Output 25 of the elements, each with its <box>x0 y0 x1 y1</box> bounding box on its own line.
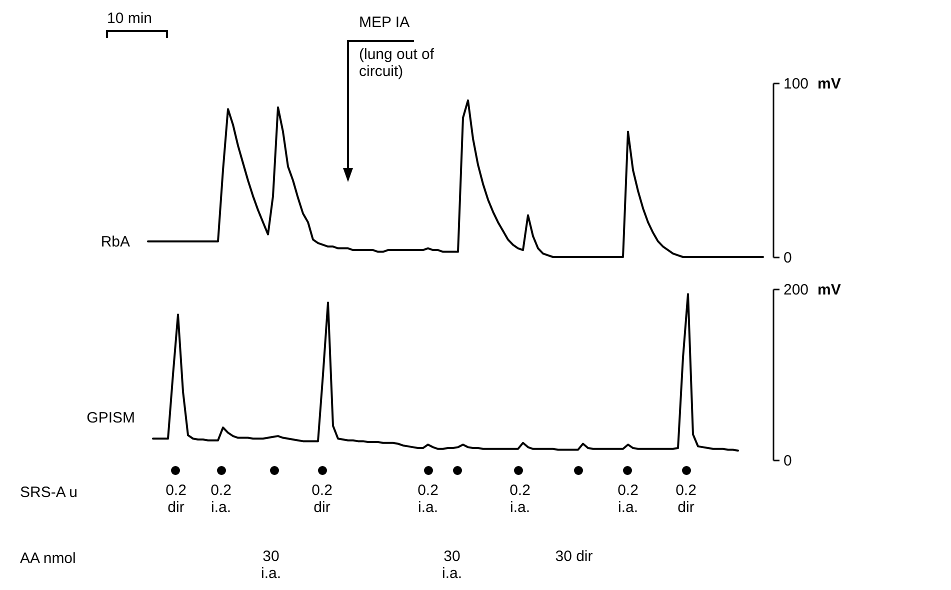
text: 0.2 dir <box>310 482 334 516</box>
text: SRS-A u <box>20 484 78 501</box>
text: 0.2 i.a. <box>210 482 232 516</box>
text: 30 i.a. <box>260 548 282 582</box>
y-tick-label: 0 <box>784 250 792 266</box>
series-label: RbA <box>100 233 130 250</box>
y-tick-label: 200 <box>784 282 809 298</box>
y-axis-title: mV <box>818 76 841 92</box>
text: 0.2 i.a. <box>508 482 532 516</box>
line-series <box>152 293 739 452</box>
text: 30 i.a. <box>440 548 463 582</box>
text: MEP IA <box>359 14 410 31</box>
text: 30 dir <box>554 548 594 565</box>
text: 0.2 i.a. <box>416 482 440 516</box>
text: AA nmol <box>20 550 76 567</box>
text: 10 min <box>107 10 152 27</box>
text: (lung out of circuit) <box>359 46 436 80</box>
y-tick-label: 100 <box>784 76 809 92</box>
text: 0.2 dir <box>674 482 698 516</box>
y-axis-title: mV <box>818 282 841 298</box>
y-tick-label: 0 <box>784 452 792 470</box>
line-series <box>147 99 764 258</box>
series-label: GPISM <box>86 410 135 427</box>
text: 0.2 i.a. <box>616 482 640 516</box>
text: 0.2 dir <box>164 482 188 516</box>
